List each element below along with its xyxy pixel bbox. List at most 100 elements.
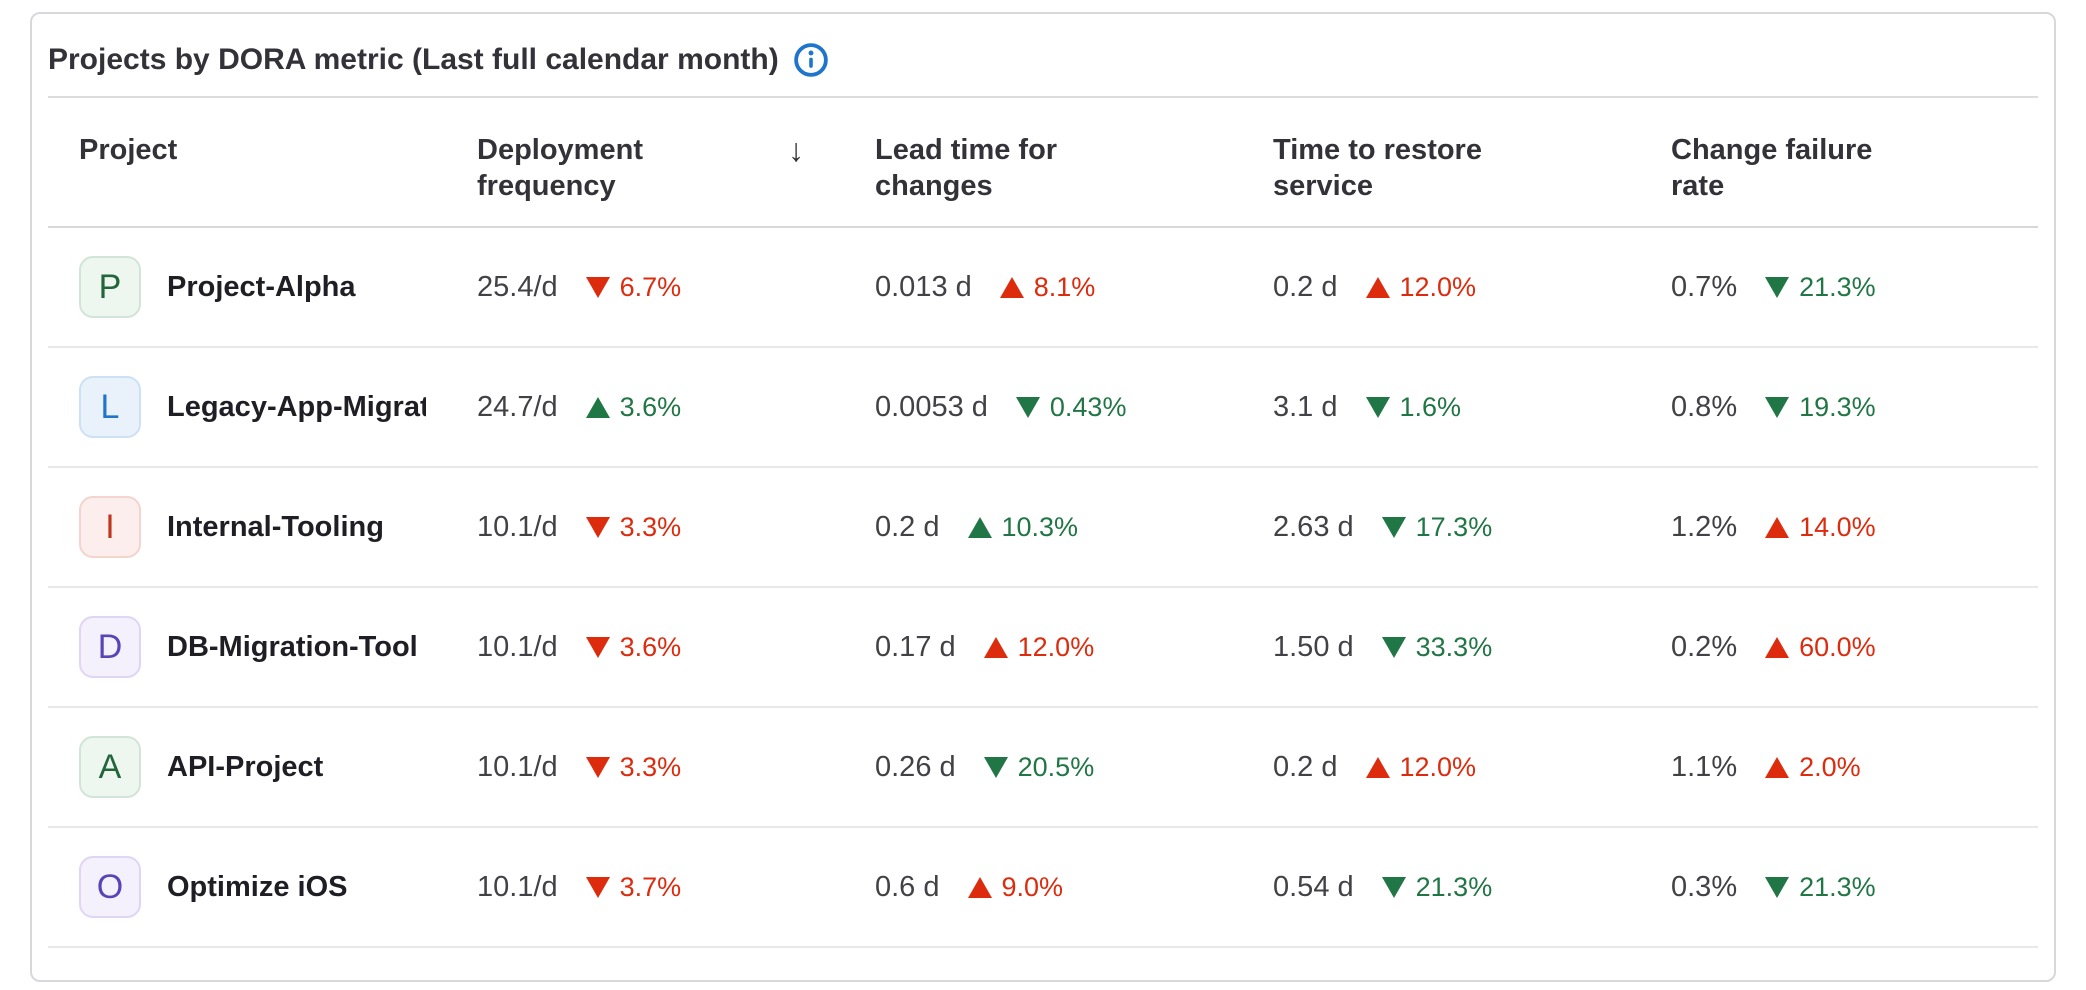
delta-percent: 3.7% bbox=[619, 871, 682, 902]
project-link[interactable]: D DB-Migration-Tool bbox=[79, 616, 426, 678]
trend-delta: 2.0% bbox=[1765, 752, 1861, 783]
metric-cell-lead-time-for-changes: 0.2 d 10.3% bbox=[844, 467, 1242, 588]
metric-value: 24.7/d bbox=[477, 390, 558, 423]
metric-value: 25.4/d bbox=[477, 270, 558, 303]
trend-down-triangle-icon bbox=[1765, 276, 1790, 298]
trend-down-triangle-icon bbox=[585, 876, 610, 898]
column-header-label: Deployment frequency bbox=[477, 134, 643, 202]
delta-percent: 21.3% bbox=[1415, 871, 1493, 902]
trend-delta: 10.3% bbox=[967, 512, 1078, 543]
project-cell: A API-Project bbox=[48, 707, 446, 828]
trend-delta: 3.7% bbox=[585, 871, 682, 903]
metric-value: 1.1% bbox=[1671, 750, 1738, 783]
delta-percent: 2.0% bbox=[1799, 751, 1861, 782]
delta-percent: 3.6% bbox=[619, 391, 682, 422]
metric-cell-deployment-frequency: 10.1/d 3.7% bbox=[446, 827, 844, 948]
metric-value: 0.013 d bbox=[875, 270, 972, 303]
trend-delta: 17.3% bbox=[1381, 511, 1493, 543]
trend-delta: 19.3% bbox=[1765, 392, 1876, 423]
trend-delta: 21.3% bbox=[1765, 272, 1876, 303]
column-header-inner: Lead time for changes bbox=[875, 132, 1202, 204]
project-link[interactable]: P Project-Alpha bbox=[79, 256, 426, 318]
metric-cell-change-failure-rate: 1.2% 14.0% bbox=[1640, 467, 2038, 588]
column-header-change-failure-rate[interactable]: Change failure rate bbox=[1640, 98, 2038, 228]
metric-cell-change-failure-rate: 0.2% 60.0% bbox=[1640, 587, 2038, 708]
sort-arrow-down-icon[interactable]: ↓ bbox=[788, 132, 804, 168]
project-link[interactable]: I Internal-Tooling bbox=[79, 496, 426, 558]
metric-value: 0.8% bbox=[1671, 390, 1738, 423]
metric-value: 10.1/d bbox=[477, 630, 558, 663]
metric-cell-deployment-frequency: 10.1/d 3.3% bbox=[446, 707, 844, 828]
trend-up-triangle-icon bbox=[1765, 756, 1790, 778]
metric-cell-change-failure-rate: 0.8% 19.3% bbox=[1640, 347, 2038, 468]
metric-cell-time-to-restore-service: 1.50 d 33.3% bbox=[1242, 587, 1640, 708]
metric: 0.0053 d 0.43% bbox=[875, 391, 1222, 424]
trend-up-triangle-icon bbox=[999, 276, 1024, 298]
project-cell: D DB-Migration-Tool bbox=[48, 587, 446, 708]
trend-up-triangle-icon bbox=[983, 636, 1008, 658]
trend-delta: 3.3% bbox=[585, 512, 681, 543]
table-row: L Legacy-App-Migration 24.7/d 3.6% 0.0053 d0… bbox=[48, 347, 2038, 468]
project-name: Optimize iOS bbox=[167, 870, 348, 903]
trend-down-triangle-icon bbox=[585, 276, 610, 298]
project-link[interactable]: O Optimize iOS bbox=[79, 856, 426, 918]
column-header-lead-time-for-changes[interactable]: Lead time for changes bbox=[844, 98, 1242, 228]
metric-cell-change-failure-rate: 0.7% 21.3% bbox=[1640, 227, 2038, 348]
project-avatar: D bbox=[79, 616, 141, 678]
trend-down-triangle-icon bbox=[1381, 636, 1406, 658]
delta-percent: 17.3% bbox=[1415, 511, 1493, 542]
delta-percent: 3.3% bbox=[619, 751, 682, 782]
metric: 0.3% 21.3% bbox=[1671, 871, 2018, 904]
metric-cell-lead-time-for-changes: 0.6 d 9.0% bbox=[844, 827, 1242, 948]
metric-cell-deployment-frequency: 25.4/d 6.7% bbox=[446, 227, 844, 348]
info-icon[interactable] bbox=[793, 42, 829, 78]
table-body: P Project-Alpha 25.4/d 6.7% 0.013 d 8.1% 0.2 d… bbox=[48, 227, 2038, 948]
metric-value: 2.63 d bbox=[1273, 510, 1354, 543]
metric: 0.17 d 12.0% bbox=[875, 631, 1222, 664]
metric-value: 0.3% bbox=[1671, 870, 1738, 903]
project-link[interactable]: A API-Project bbox=[79, 736, 426, 798]
trend-delta: 3.3% bbox=[585, 751, 682, 783]
column-header-inner: Change failure rate bbox=[1671, 132, 1998, 204]
project-avatar: L bbox=[79, 376, 141, 438]
metric-value: 0.2 d bbox=[1273, 750, 1338, 783]
delta-percent: 19.3% bbox=[1799, 391, 1876, 422]
project-cell: P Project-Alpha bbox=[48, 227, 446, 348]
trend-up-triangle-icon bbox=[967, 876, 992, 898]
trend-delta: 0.43% bbox=[1015, 392, 1126, 423]
trend-up-triangle-icon bbox=[967, 516, 992, 538]
trend-delta: 12.0% bbox=[1365, 752, 1476, 783]
trend-delta: 12.0% bbox=[1365, 271, 1477, 303]
trend-delta: 1.6% bbox=[1365, 392, 1461, 423]
delta-percent: 12.0% bbox=[1399, 271, 1477, 302]
metric-cell-time-to-restore-service: 0.54 d 21.3% bbox=[1242, 827, 1640, 948]
metric-value: 3.1 d bbox=[1273, 390, 1338, 423]
delta-percent: 60.0% bbox=[1799, 631, 1876, 662]
metric-value: 10.1/d bbox=[477, 510, 558, 543]
project-name: Project-Alpha bbox=[167, 270, 356, 303]
metric: 10.1/d 3.3% bbox=[477, 511, 824, 544]
trend-delta: 33.3% bbox=[1381, 632, 1492, 663]
trend-down-triangle-icon bbox=[1365, 396, 1390, 418]
delta-percent: 20.5% bbox=[1017, 751, 1095, 782]
project-cell: L Legacy-App-Migration bbox=[48, 347, 446, 468]
project-link[interactable]: L Legacy-App-Migration bbox=[79, 376, 426, 438]
metric: 3.1 d 1.6% bbox=[1273, 391, 1620, 424]
project-name: API-Project bbox=[167, 750, 324, 783]
column-header-project[interactable]: Project bbox=[48, 98, 446, 228]
metric-cell-deployment-frequency: 24.7/d 3.6% bbox=[446, 347, 844, 468]
metric-value: 0.2% bbox=[1671, 630, 1738, 663]
metric: 25.4/d 6.7% bbox=[477, 271, 824, 304]
delta-percent: 21.3% bbox=[1799, 271, 1876, 302]
metric: 0.8% 19.3% bbox=[1671, 391, 2018, 424]
column-header-label: Project bbox=[79, 134, 178, 166]
metric: 0.2% 60.0% bbox=[1671, 631, 2018, 664]
metric-cell-deployment-frequency: 10.1/d 3.3% bbox=[446, 467, 844, 588]
metric-cell-time-to-restore-service: 0.2 d 12.0% bbox=[1242, 707, 1640, 828]
column-header-deployment-frequency[interactable]: Deployment frequency ↓ bbox=[446, 98, 844, 228]
metric: 0.6 d 9.0% bbox=[875, 871, 1222, 904]
column-header-time-to-restore-service[interactable]: Time to restore service bbox=[1242, 98, 1640, 228]
project-name: Legacy-App-Migration bbox=[167, 390, 426, 423]
table-row: I Internal-Tooling 10.1/d 3.3% 0.2 d 10.3% 2.6… bbox=[48, 467, 2038, 588]
trend-delta: 14.0% bbox=[1765, 512, 1876, 543]
